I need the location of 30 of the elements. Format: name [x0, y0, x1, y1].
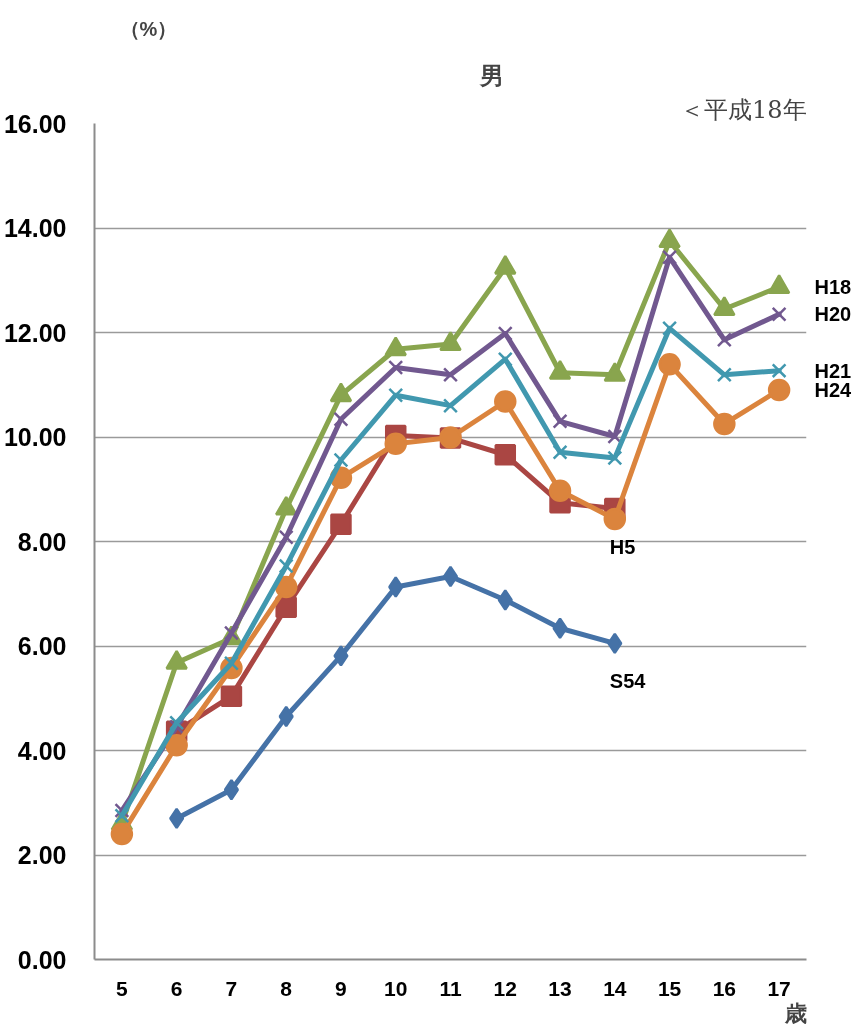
x-tick-label: 10 [384, 976, 408, 1000]
x-tick-label: 12 [493, 976, 517, 1000]
y-tick-label: 0.00 [17, 945, 67, 974]
y-tick-label: 16.00 [3, 109, 67, 138]
x-tick-label: 11 [439, 976, 462, 1000]
x-tick-label: 17 [767, 976, 791, 1000]
y-tick-label: 6.00 [17, 632, 67, 660]
series-label: H20 [814, 303, 852, 326]
y-tick-label: 10.00 [3, 423, 67, 451]
x-tick-label: 16 [712, 976, 737, 1000]
y-axis-title: （%） [119, 17, 178, 40]
x-tick-label: 15 [657, 976, 682, 1000]
x-tick-label: 8 [280, 976, 293, 1000]
x-tick-label: 6 [170, 976, 183, 1000]
chart-title: 男 [478, 61, 504, 89]
series-label: H18 [814, 276, 852, 299]
x-tick-label: 14 [603, 976, 627, 1000]
y-tick-label: 2.00 [17, 841, 67, 869]
series-label: S54 [609, 670, 647, 693]
y-tick-label: 12.00 [3, 318, 67, 347]
x-tick-label: 5 [116, 976, 129, 1000]
series-label: H5 [609, 535, 636, 558]
text: ＜平成18年 [679, 95, 807, 124]
y-tick-label: 8.00 [17, 527, 67, 556]
x-tick-label: 9 [335, 976, 347, 1000]
y-tick-label: 14.00 [3, 214, 67, 242]
y-tick-label: 4.00 [17, 736, 67, 765]
x-tick-label: 13 [548, 976, 572, 1000]
x-tick-label: 7 [225, 976, 238, 1000]
x-axis-title: 歳 [783, 1000, 807, 1025]
